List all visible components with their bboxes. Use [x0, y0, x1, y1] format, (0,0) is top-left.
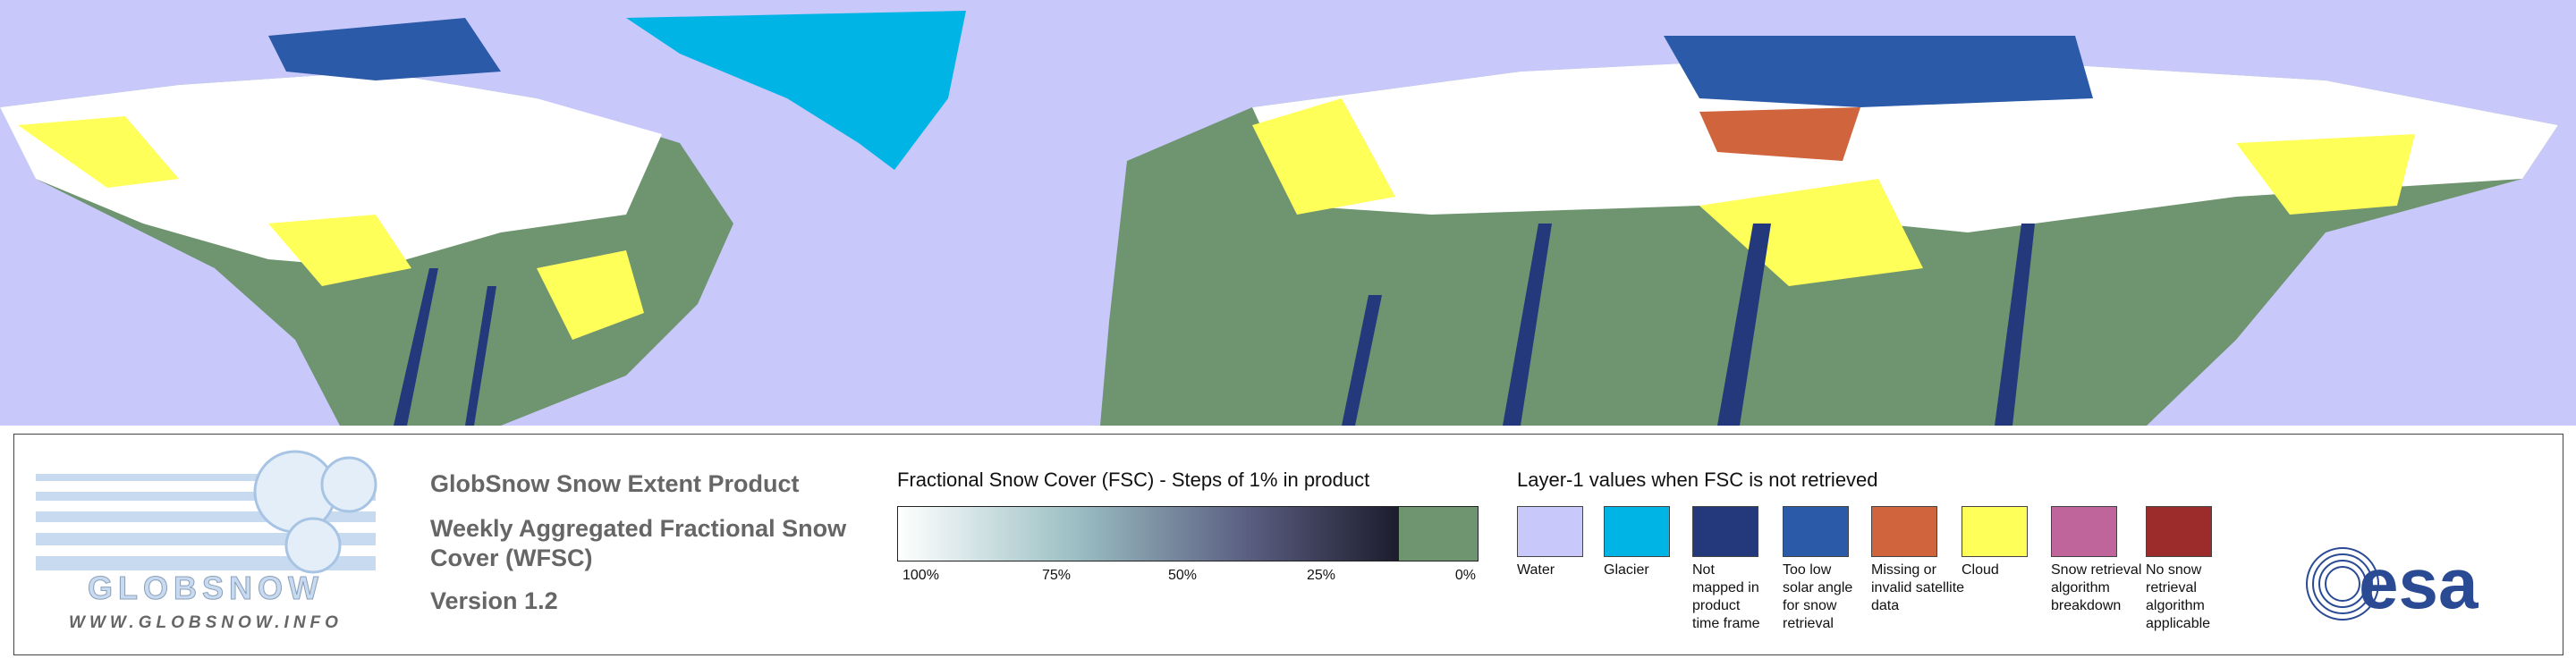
- layer1-label: Missing or: [1871, 562, 1936, 578]
- fsc-gradient: [897, 506, 1399, 561]
- esa-logo: esa: [2306, 544, 2479, 623]
- layer1-label: invalid satellite: [1871, 580, 1965, 595]
- legend-panel: [13, 434, 2563, 655]
- product-subtitle: Weekly Aggregated Fractional Snow Cover (…: [430, 514, 846, 573]
- product-version: Version 1.2: [430, 587, 558, 614]
- layer1-label: solar angle: [1783, 580, 1853, 595]
- layer1-label: algorithm: [2146, 598, 2205, 613]
- fsc-tick-label: 50%: [1168, 568, 1198, 583]
- fsc-zero-swatch: [1398, 506, 1479, 561]
- layer1-label: data: [1871, 598, 1900, 613]
- fsc-legend-title: Fractional Snow Cover (FSC) - Steps of 1…: [897, 469, 1370, 491]
- layer1-swatch: [1962, 506, 2028, 557]
- layer1-label: retrieval: [1783, 616, 1834, 631]
- layer1-label: applicable: [2146, 616, 2211, 631]
- layer1-label: retrieval: [2146, 580, 2197, 595]
- layer1-swatch: [2051, 506, 2117, 557]
- layer1-label: breakdown: [2051, 598, 2122, 613]
- layer1-label: Cloud: [1962, 562, 1999, 578]
- logo-name: GLOBSNOW: [88, 570, 324, 606]
- fsc-tick-label: 75%: [1042, 568, 1072, 583]
- layer1-label: Too low: [1783, 562, 1832, 578]
- esa-text: esa: [2359, 544, 2479, 623]
- layer1-label: Snow retrieval: [2051, 562, 2142, 578]
- layer1-label: Glacier: [1604, 562, 1649, 578]
- fsc-tick-label: 0%: [1454, 568, 1476, 583]
- product-title: GlobSnow Snow Extent Product: [430, 470, 800, 497]
- subtitle-line: Cover (WFSC): [430, 545, 593, 571]
- snow-map: [0, 0, 2576, 426]
- layer1-swatch: [1783, 506, 1849, 557]
- layer1-legend-title: Layer-1 values when FSC is not retrieved: [1517, 469, 1878, 491]
- layer1-label: time frame: [1692, 616, 1760, 631]
- layer1-swatch: [2146, 506, 2212, 557]
- layer1-label: Water: [1517, 562, 1555, 578]
- layer1-label: product: [1692, 598, 1741, 613]
- layer1-label: Not: [1692, 562, 1715, 578]
- fsc-tick-label: 100%: [902, 568, 939, 583]
- globsnow-logo: GLOBSNOW WWW.GLOBSNOW.INFO: [36, 450, 377, 632]
- layer1-swatch: [1604, 506, 1670, 557]
- logo-url: WWW.GLOBSNOW.INFO: [69, 613, 343, 632]
- layer1-swatch: [1692, 506, 1758, 557]
- layer1-swatch: [1871, 506, 1937, 557]
- layer1-label: mapped in: [1692, 580, 1759, 595]
- layer1-swatch: [1517, 506, 1583, 557]
- layer1-label: for snow: [1783, 598, 1837, 613]
- subtitle-line: Weekly Aggregated Fractional Snow: [430, 515, 847, 542]
- layer1-label: algorithm: [2051, 580, 2110, 595]
- layer1-label: No snow: [2146, 562, 2202, 578]
- fsc-tick-label: 25%: [1307, 568, 1336, 583]
